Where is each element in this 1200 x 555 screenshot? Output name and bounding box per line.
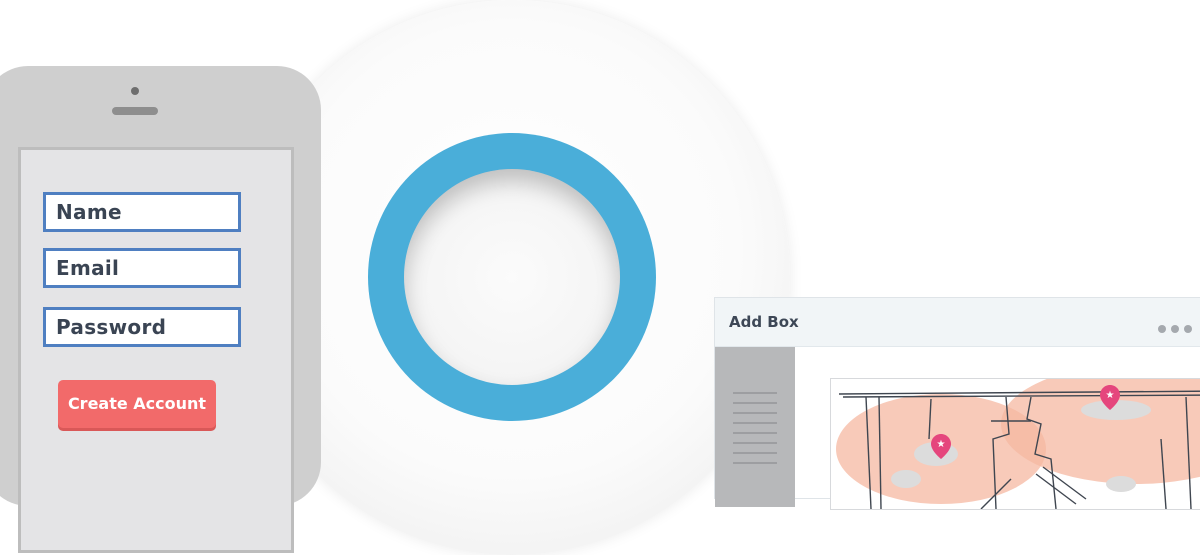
email-field[interactable]: Email (43, 248, 241, 288)
name-field[interactable]: Name (43, 192, 241, 232)
password-field[interactable]: Password (43, 307, 241, 347)
window-titlebar: Add Box (715, 298, 1200, 347)
floor-plan-map[interactable]: ★ ★ (830, 378, 1200, 510)
phone-mockup: Name Email Password Create Account (0, 66, 321, 553)
add-box-window: Add Box (714, 297, 1200, 510)
phone-screen: Name Email Password Create Account (18, 147, 294, 553)
device-center (404, 169, 620, 385)
camera-icon (131, 87, 139, 95)
led-ring-icon (368, 133, 656, 421)
star-pin-icon[interactable]: ★ (931, 434, 951, 459)
window-title: Add Box (729, 313, 799, 331)
coverage-zone (1001, 379, 1200, 484)
speaker-icon (112, 107, 158, 115)
floor-plan-svg: ★ ★ (836, 379, 1200, 509)
create-account-button[interactable]: Create Account (58, 380, 216, 428)
more-horizontal-icon[interactable] (1158, 318, 1197, 337)
side-panel (715, 347, 795, 507)
star-pin-icon[interactable]: ★ (1100, 385, 1120, 410)
svg-text:★: ★ (1106, 390, 1115, 401)
svg-text:★: ★ (937, 439, 946, 450)
